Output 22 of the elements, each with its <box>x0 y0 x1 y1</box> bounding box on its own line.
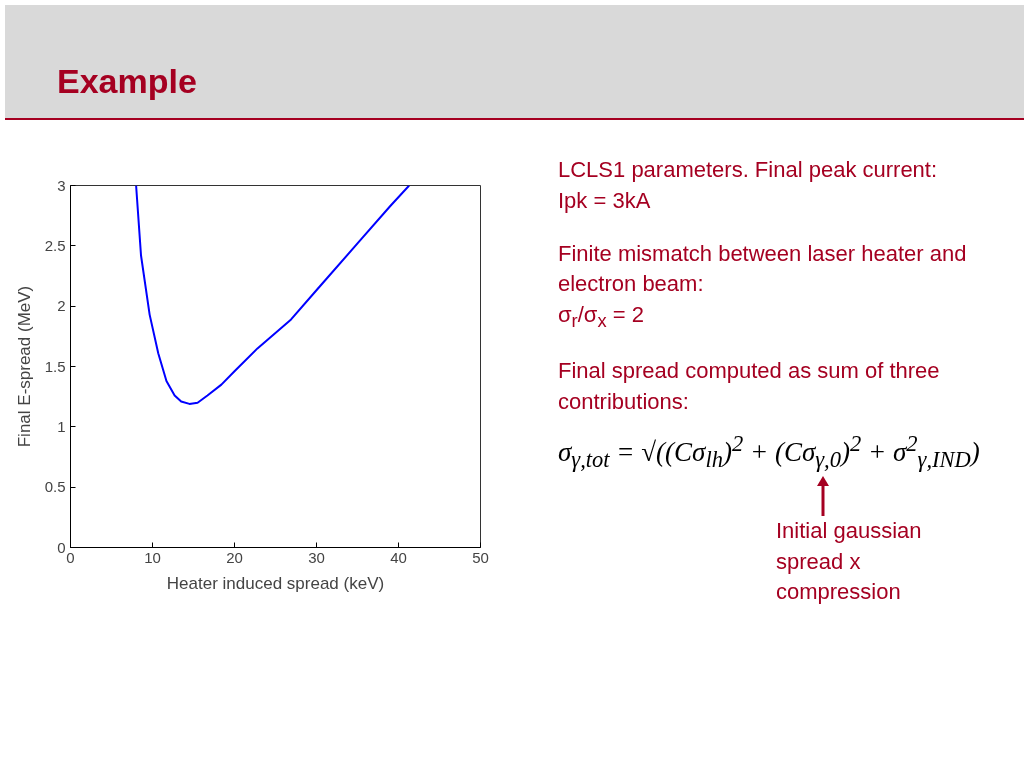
x-tick-label: 40 <box>390 548 407 566</box>
y-tick-label: 1.5 <box>44 357 66 375</box>
y-axis-title: Final E-spread (MeV) <box>14 285 34 448</box>
y-tick-label: 0.5 <box>44 478 66 496</box>
y-tick-label: 2 <box>57 297 66 315</box>
x-tick-label: 20 <box>226 548 243 566</box>
text: Finite mismatch between laser heater and electron beam: <box>558 239 968 299</box>
text: LCLS1 parameters. Final peak current: <box>558 156 939 184</box>
chart-title: Example <box>57 61 197 102</box>
text: Final spread computed as sum of three contributions: <box>558 357 941 417</box>
x-tick-label: 10 <box>144 548 161 566</box>
x-axis-title: Heater induced spread (keV) <box>166 573 385 593</box>
x-tick-label: 30 <box>308 548 325 566</box>
text: Initial gaussian spread x compression <box>776 516 923 607</box>
text: Ipk = 3kA <box>558 186 652 215</box>
text: σ$_{γ,tot}$ = √((Cσ$_{lh}$)$^{2}$ + (Cσ$_{γ,0}$)$^{2}$ + σ$^{2}$$_{γ,IND}$) <box>558 430 980 473</box>
y-tick-label: 3 <box>57 176 66 194</box>
y-tick-label: 1 <box>57 417 66 435</box>
y-tick-label: 2.5 <box>44 236 66 254</box>
line-series <box>135 185 411 405</box>
text: σ$_{r}$/σ$_{x}$ = 2 <box>558 301 645 334</box>
x-tick-label: 50 <box>472 548 489 566</box>
